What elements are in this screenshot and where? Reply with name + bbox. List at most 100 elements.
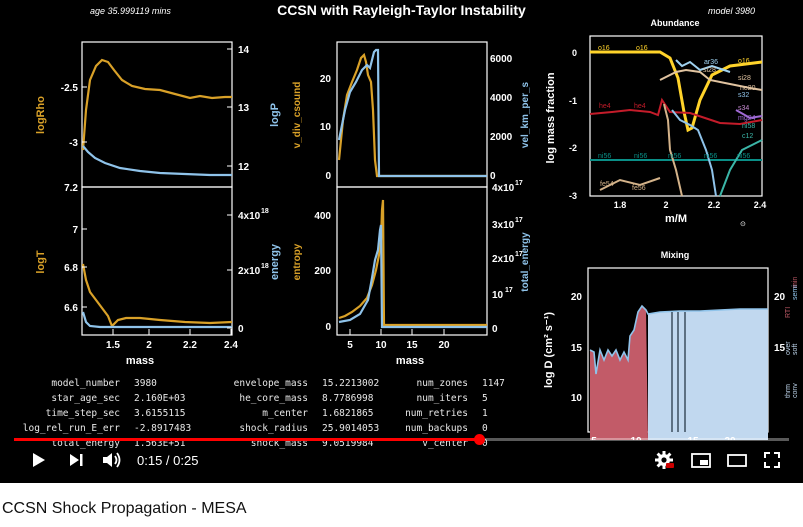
p1-top-left-axis-label: logRho (35, 96, 47, 134)
p2-bottom-left-axis-label: entropy (292, 243, 303, 280)
p2-bot-rtick-3-exp: 17 (505, 287, 513, 294)
p2-bot-rtick-1-exp: 17 (515, 217, 523, 224)
stat-row: model_number 3980 (20, 376, 191, 391)
mix-legend-over: over (785, 341, 792, 355)
stat-val: 2.160E+03 (134, 393, 186, 404)
stat-key: shock_radius (239, 423, 308, 434)
p1-bottom-right-axis-label: energy (269, 243, 281, 280)
abundance-title: Abundance (650, 18, 699, 28)
abund-label-mg24: mg24 (738, 115, 756, 122)
abund-label-s34: s34 (738, 105, 749, 112)
p1-bottom-left-axis-label: logT (35, 250, 47, 273)
volume-button[interactable] (101, 450, 123, 475)
video-player[interactable]: age 35.999119 mins CCSN with Rayleigh-Ta… (0, 0, 803, 483)
p1-bot-ltick-0: 7.2 (64, 183, 78, 194)
miniplayer-button[interactable] (690, 450, 712, 475)
stat-key: envelope_mass (233, 378, 308, 389)
fullscreen-button[interactable] (762, 450, 782, 475)
abund-ytick-1: -1 (569, 96, 577, 106)
abund-ytick-0: 0 (572, 48, 577, 58)
stat-key: log_rel_run_E_err (22, 423, 120, 434)
p2-top-right-axis-label: vel_km_per_s (520, 81, 531, 148)
p1-bot-rtick-2: 0 (238, 324, 244, 335)
p1-top-rtick-1: 13 (238, 103, 250, 114)
stat-row: num_retries 1 (398, 406, 505, 421)
abund-label-ni56-a: ni56 (598, 153, 611, 160)
p1-top-ltick-0: -2.5 (61, 83, 79, 94)
panel-1-bottom-frame (81, 186, 233, 336)
abund-xlabel: m/M (665, 213, 687, 225)
p1-bot-ltick-1: 7 (72, 225, 78, 236)
logrho-line (81, 58, 232, 151)
stat-row: num_backups 0 (398, 421, 505, 436)
abund-label-fe56: fe56 (632, 185, 646, 192)
stat-row: he_core_mass 8.7786998 (218, 391, 379, 406)
stat-val: 1 (482, 408, 488, 419)
progress-scrubber[interactable] (474, 434, 485, 445)
play-icon (33, 453, 45, 467)
abund-label-ni58: ni58 (742, 123, 755, 130)
p1-top-ltick-1: -3 (69, 138, 78, 149)
abund-label-he4-a: he4 (599, 103, 611, 110)
fe54-line (599, 177, 661, 191)
mix-legend-thrm: thrm (785, 384, 792, 398)
p2-top-rtick-2: 2000 (490, 132, 513, 143)
vel-line (337, 48, 487, 178)
logp-line (82, 145, 232, 177)
abund-xtick-0: 1.8 (614, 200, 627, 210)
stat-row: envelope_mass 15.2213002 (218, 376, 380, 391)
plots-canvas: 1.5 2 2.2 2.4 mass -2.5 -3 14 13 12 7.2 … (35, 18, 799, 440)
panel-mixing: Mixing 20 15 10 5 10 15 20 20 15 log D (… (543, 250, 799, 440)
mix-xtick-3: 20 (724, 436, 736, 440)
fullscreen-icon (764, 452, 780, 468)
panel-1-top-frame (81, 41, 233, 188)
entropy-line (338, 199, 487, 327)
time-display: 0:15 / 0:25 (137, 453, 199, 468)
abund-xtick-1: 2 (663, 200, 668, 210)
stat-key: model_number (51, 378, 120, 389)
abund-xtick-2: 2.2 (708, 200, 721, 210)
abund-ytick-3: -3 (569, 191, 577, 201)
stat-key: total_energy (51, 438, 120, 449)
settings-button[interactable] (654, 450, 674, 475)
mixing-d-line (589, 304, 768, 375)
abund-ytick-2: -2 (569, 143, 577, 153)
stat-key: star_age_sec (51, 393, 120, 404)
o16-line (590, 50, 763, 133)
s32-line (671, 109, 717, 197)
play-button[interactable] (28, 450, 48, 475)
stat-val: 1.6821865 (322, 408, 374, 419)
theater-icon (727, 454, 747, 467)
p1-top-right-axis-label: logP (269, 103, 281, 127)
logt-line (81, 263, 233, 328)
miniplayer-icon (691, 453, 711, 468)
stat-row: shock_mass 9.0519984 (218, 436, 379, 451)
mix-legend-soft: soft (792, 344, 799, 355)
p2-xtick-3: 20 (438, 340, 450, 351)
p2-top-rtick-3: 0 (490, 171, 496, 182)
p1-xlabel: mass (126, 355, 154, 367)
fe56-line (663, 103, 683, 197)
theater-button[interactable] (726, 450, 748, 475)
p2-xtick-2: 15 (406, 340, 418, 351)
p1-xtick-2: 2.2 (183, 340, 197, 351)
stat-val: 1.563E+51 (134, 438, 186, 449)
p2-bot-ltick-0: 400 (314, 211, 331, 222)
p1-bot-rtick-1-exp: 18 (261, 263, 269, 270)
stat-row: num_zones 1147 (398, 376, 505, 391)
abund-label-s32: s32 (738, 92, 749, 99)
stat-row: log_rel_run_E_err -2.8917483 (20, 421, 191, 436)
next-button[interactable] (66, 450, 86, 475)
stat-key: num_backups (405, 423, 468, 434)
v-div-csound-line (337, 52, 487, 178)
stat-row: num_iters 5 (398, 391, 505, 406)
ar36-line (675, 59, 731, 73)
progress-bar[interactable] (14, 434, 789, 445)
p1-xtick-3: 2.4 (224, 340, 238, 351)
age-label: age 35.999119 mins (90, 6, 171, 16)
abund-label-ar36: ar36 (704, 59, 718, 66)
abund-label-ne20: ne20 (740, 85, 756, 92)
abund-label-o16-a: o16 (598, 45, 610, 52)
video-title: CCSN Shock Propagation - MESA (2, 500, 247, 517)
stat-row: shock_radius 25.9014053 (218, 421, 379, 436)
